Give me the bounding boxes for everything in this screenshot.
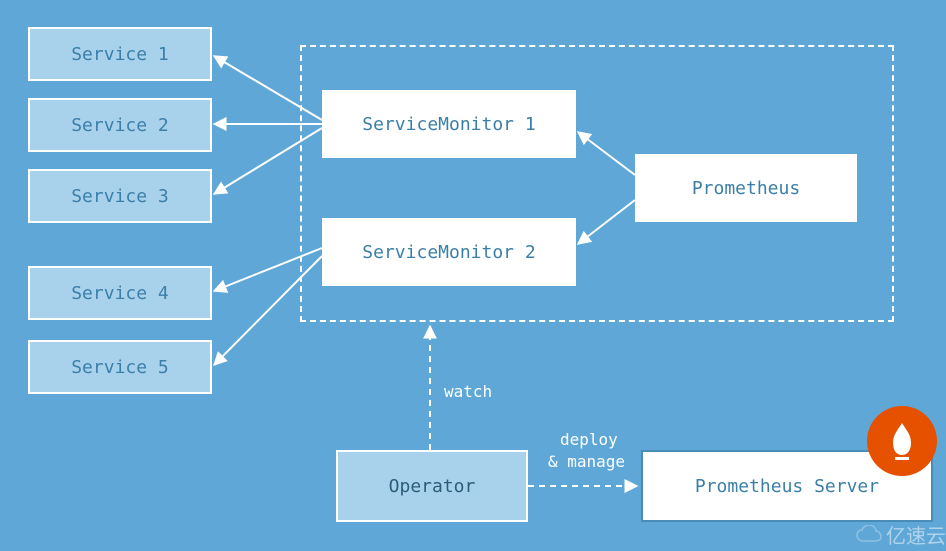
- prometheus-box: Prometheus: [635, 154, 857, 222]
- service-2-label: Service 2: [71, 115, 169, 136]
- prometheus-badge-icon: [867, 406, 937, 476]
- prometheus-label: Prometheus: [692, 178, 800, 199]
- watermark-text: 亿速云: [886, 520, 946, 549]
- service-3-box: Service 3: [28, 169, 212, 223]
- service-1-label: Service 1: [71, 44, 169, 65]
- servicemonitor-1-label: ServiceMonitor 1: [362, 114, 535, 135]
- service-4-box: Service 4: [28, 266, 212, 320]
- watch-label: watch: [444, 382, 492, 401]
- servicemonitor-2-label: ServiceMonitor 2: [362, 242, 535, 263]
- watermark: 亿速云: [856, 520, 946, 549]
- service-5-label: Service 5: [71, 357, 169, 378]
- operator-box: Operator: [336, 450, 528, 522]
- service-4-label: Service 4: [71, 283, 169, 304]
- operator-label: Operator: [389, 476, 476, 497]
- service-3-label: Service 3: [71, 186, 169, 207]
- manage-label: & manage: [548, 452, 625, 471]
- service-1-box: Service 1: [28, 27, 212, 81]
- prometheus-server-label: Prometheus Server: [695, 476, 879, 497]
- servicemonitor-1-box: ServiceMonitor 1: [322, 90, 576, 158]
- deploy-label: deploy: [560, 430, 618, 449]
- service-2-box: Service 2: [28, 98, 212, 152]
- servicemonitor-2-box: ServiceMonitor 2: [322, 218, 576, 286]
- service-5-box: Service 5: [28, 340, 212, 394]
